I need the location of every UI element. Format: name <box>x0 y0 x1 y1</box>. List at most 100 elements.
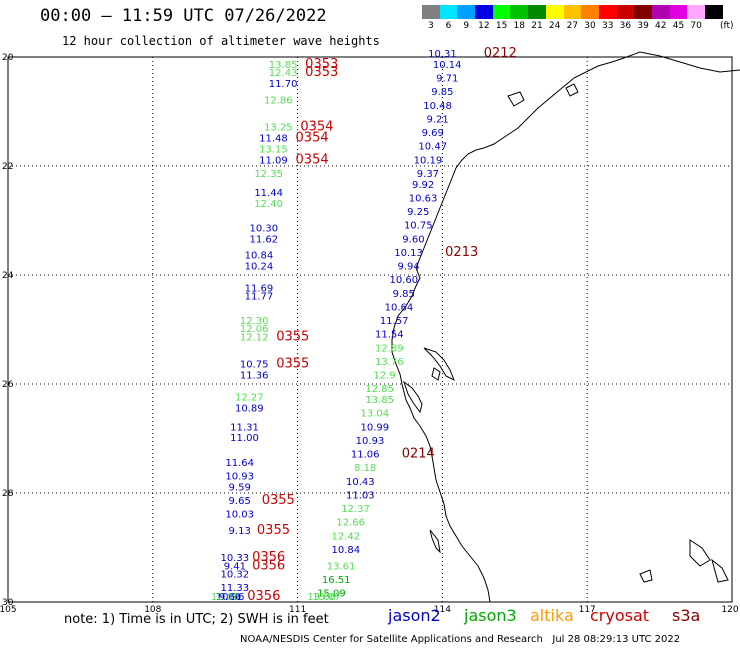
wave-height-label: 12.35 <box>254 169 283 180</box>
color-legend-bar <box>422 5 723 19</box>
wave-height-label: 10.32 <box>221 569 250 580</box>
coastline-peninsula <box>423 347 455 382</box>
latitude-label: 24 <box>2 271 14 281</box>
wave-height-label: 11.62 <box>249 234 278 245</box>
legend-swatch-label: 18 <box>513 21 525 31</box>
wave-height-label: 10.93 <box>225 471 254 482</box>
legend-swatch <box>528 5 546 19</box>
wave-height-label: 10.89 <box>235 403 264 414</box>
wave-height-label: 9.13 <box>229 526 251 537</box>
legend-swatch <box>492 5 511 19</box>
legend-swatch <box>510 5 529 19</box>
wave-height-label: 9.85 <box>393 289 415 300</box>
legend-swatch-label: 36 <box>619 21 632 31</box>
wave-height-label: 10.84 <box>332 545 361 556</box>
wave-height-label: 11.36 <box>240 371 269 382</box>
legend-swatch <box>581 5 599 19</box>
pass-time-label: 0354 <box>296 130 329 145</box>
wave-height-label: 10.99 <box>361 422 390 433</box>
legend-swatch-label: 12 <box>478 21 490 31</box>
legend-swatch <box>705 5 723 19</box>
legend-swatch <box>598 5 617 19</box>
wave-height-label: 10.75 <box>240 360 269 371</box>
wave-height-label: 13.85 <box>365 395 394 406</box>
island-4 <box>711 558 729 583</box>
wave-height-label: 10.31 <box>428 49 457 60</box>
pass-time-label: 0214 <box>402 447 435 462</box>
wave-height-label: 12.30 <box>240 316 269 327</box>
wave-height-label: 10.13 <box>394 248 423 259</box>
pass-time-label: 0356 <box>252 550 285 565</box>
legend-swatch <box>457 5 476 19</box>
pass-time-label: 0213 <box>445 245 478 260</box>
wave-height-label: 10.84 <box>245 251 274 262</box>
wave-height-label: 9.10 <box>219 592 241 603</box>
wave-height-label: 12.66 <box>336 518 365 529</box>
latitude-labels: 20 22 24 26 28 30 <box>2 53 14 608</box>
wave-height-label: 10.19 <box>414 155 443 166</box>
wave-height-label: 10.75 <box>404 221 433 232</box>
wave-height-label: 8.18 <box>354 463 376 474</box>
legend-swatch <box>475 5 493 19</box>
map-grid <box>7 56 733 603</box>
legend-units: (ft) <box>720 21 734 31</box>
coastline-main <box>391 51 740 603</box>
longitude-label: 111 <box>289 605 306 615</box>
legend-swatch-label: 15 <box>495 21 508 31</box>
wave-height-label: 9.59 <box>229 482 251 493</box>
legend-swatch-label: 3 <box>427 21 434 31</box>
wave-height-label: 9.94 <box>397 262 419 273</box>
island-6 <box>431 367 441 381</box>
wave-height-label: 13.85 <box>269 60 298 71</box>
latitude-label: 28 <box>2 489 14 499</box>
legend-swatch-label: 39 <box>637 21 649 31</box>
wave-height-label: 9.85 <box>431 87 453 98</box>
pass-time-label: 0356 <box>247 589 280 604</box>
coastline <box>391 51 740 603</box>
pass-time-label: 0356 <box>252 558 285 573</box>
map-subtitle: 12 hour collection of altimeter wave hei… <box>62 34 380 48</box>
wave-height-label: 12.12 <box>240 332 269 343</box>
wave-height-label: 13.04 <box>361 409 390 420</box>
wave-height-label: 10.24 <box>245 262 274 273</box>
wave-height-label: 9.65 <box>229 496 251 507</box>
satellite-legend-cryosat: cryosat <box>590 606 650 625</box>
wave-height-label: 13.76 <box>375 357 404 368</box>
wave-height-label: 10.96 <box>216 592 245 603</box>
wave-height-label: 9.61 <box>219 592 241 603</box>
footer-note: note: 1) Time is in UTC; 2) SWH is in fe… <box>64 612 329 627</box>
wave-height-label: 11.48 <box>259 133 288 144</box>
wave-height-label: 11.69 <box>245 283 274 294</box>
color-legend-labels: 3 6 9 12 15 18 21 24 27 30 33 36 39 42 45 70 <box>422 21 723 31</box>
pass-time-label: 0355 <box>262 493 295 508</box>
island-1 <box>507 91 525 107</box>
wave-height-label: 11.00 <box>230 433 259 444</box>
wave-height-label: 10.60 <box>389 275 418 286</box>
legend-swatch-label: 27 <box>566 21 579 31</box>
wave-height-label: 10.48 <box>423 101 452 112</box>
map-title: 00:00 — 11:59 UTC 07/26/2022 <box>40 6 327 26</box>
pass-time-label: 0355 <box>276 329 309 344</box>
wave-height-label: 12.40 <box>254 199 283 210</box>
pass-time-label: 0353 <box>305 57 338 72</box>
wave-height-label: 9.41 <box>224 561 246 572</box>
wave-height-label: 12.89 <box>375 343 404 354</box>
pass-time-label: 0212 <box>484 46 517 61</box>
wave-height-label: 11.64 <box>225 458 254 469</box>
wave-height-label: 10.64 <box>385 302 414 313</box>
wave-height-label: 9.71 <box>436 74 458 85</box>
legend-swatch-label: 45 <box>672 21 685 31</box>
wave-height-label: 11.54 <box>375 330 404 341</box>
coastline-inlet <box>403 380 423 414</box>
legend-swatch <box>422 5 440 19</box>
latitude-label: 20 <box>2 53 14 63</box>
wave-height-label: 9.25 <box>407 207 429 218</box>
longitude-labels: 105 108 111 114 117 120 <box>0 605 739 615</box>
wave-height-label: 9.69 <box>422 128 444 139</box>
satellite-legend-s3a: s3a <box>672 606 701 625</box>
wave-height-label: 11.70 <box>269 79 298 90</box>
wave-height-label: 9.92 <box>412 180 434 191</box>
wave-height-label: 12.86 <box>264 95 293 106</box>
legend-swatch-label: 33 <box>601 21 614 31</box>
